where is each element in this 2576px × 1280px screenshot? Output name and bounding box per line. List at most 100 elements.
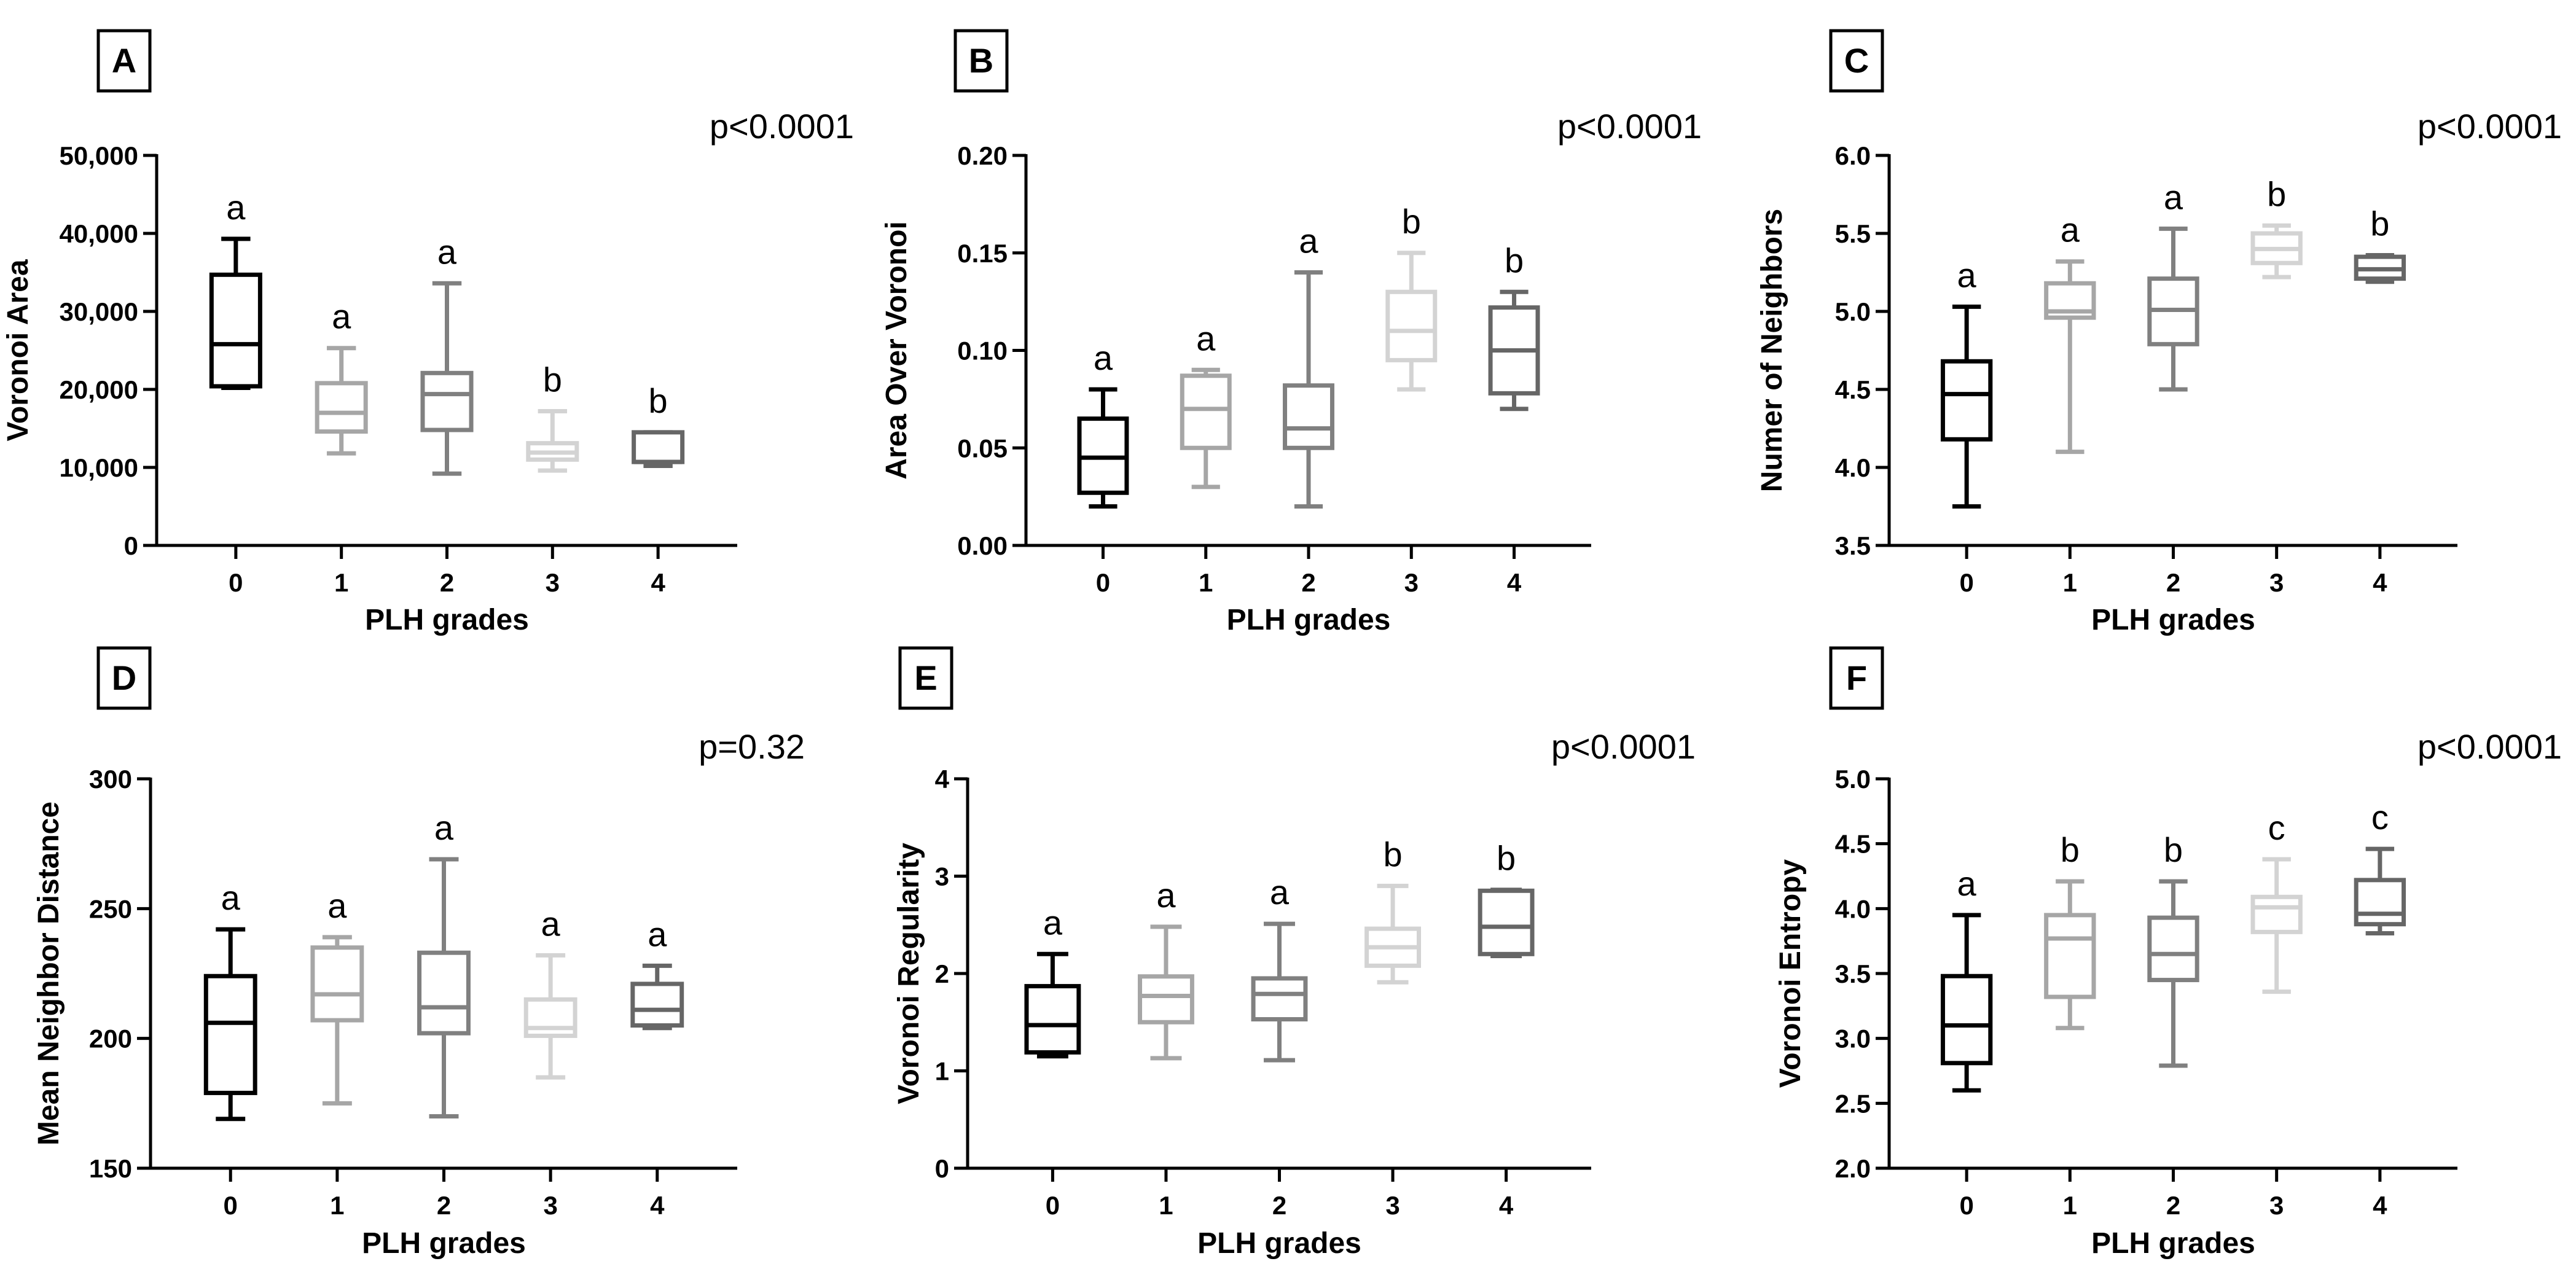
y-tick-label: 20,000 (60, 375, 138, 404)
significance-letter: b (649, 381, 668, 420)
iqr-box (1478, 888, 1535, 956)
x-axis-title: PLH grades (1197, 1227, 1361, 1260)
x-tick-label: 0 (229, 568, 243, 597)
significance-letter: a (437, 232, 457, 271)
box-grade-0: a (1024, 903, 1081, 1059)
significance-letter: a (2061, 211, 2080, 249)
box-grade-1: a (315, 297, 368, 456)
box-grade-1: a (2044, 211, 2096, 455)
iqr-box (1940, 359, 1993, 442)
significance-letter: c (2371, 798, 2389, 837)
y-tick-label: 250 (89, 894, 132, 923)
box-grade-4: b (632, 381, 685, 468)
x-tick-label: 2 (1272, 1191, 1286, 1220)
significance-letter: a (648, 915, 667, 953)
panel-b: Bp<0.0001 0.00 0.05 0.10 0.15 0.20 0 1 2 3 4 PLH gr… (880, 29, 1702, 636)
x-tick-label: 1 (334, 568, 348, 597)
x-tick-label: 3 (1385, 1191, 1400, 1220)
panel-label-box (1829, 646, 1884, 710)
box-grade-3: b (1364, 835, 1421, 985)
x-tick-label: 4 (650, 1191, 665, 1220)
y-tick-label: 0 (124, 531, 138, 560)
significance-letter: b (1383, 835, 1402, 873)
x-tick-label: 0 (1959, 568, 1973, 597)
x-tick-label: 2 (437, 1191, 451, 1220)
x-axis-title: PLH grades (362, 1227, 526, 1260)
panel-a: Ap<0.0001 0 10,000 20,000 30,000 40,000 50,000… (2, 29, 854, 636)
significance-letter: b (2061, 830, 2080, 869)
x-tick-label: 3 (2269, 568, 2284, 597)
box-grade-2: a (1251, 873, 1308, 1063)
y-tick-label: 6.0 (1835, 141, 1871, 170)
x-tick-label: 3 (546, 568, 560, 597)
iqr-box (2354, 878, 2406, 927)
y-axis-title: Voronoi Regularity (893, 843, 925, 1104)
significance-letter: a (1957, 864, 1977, 903)
significance-letter: b (1402, 202, 1421, 241)
y-tick-label: 0.20 (957, 141, 1008, 170)
y-tick-label: 2.0 (1835, 1154, 1871, 1183)
p-value: p<0.0001 (1557, 107, 1702, 146)
iqr-box (1180, 373, 1232, 450)
box-grade-0: a (1940, 864, 1993, 1093)
x-tick-label: 0 (224, 1191, 238, 1220)
y-tick-label: 150 (89, 1154, 132, 1183)
p-value: p<0.0001 (2417, 727, 2562, 766)
box-grade-0: a (1940, 256, 1993, 509)
box-grade-1: a (1138, 876, 1194, 1061)
panel-label: D (112, 658, 136, 697)
significance-letter: a (541, 904, 561, 943)
box-grade-3: b (2250, 174, 2303, 279)
y-tick-label: 30,000 (60, 297, 138, 326)
y-tick-label: 3.0 (1835, 1024, 1871, 1053)
y-axis-title: Voronoi Area (2, 259, 34, 441)
significance-letter: a (226, 188, 246, 227)
p-value: p=0.32 (699, 727, 805, 766)
box-grade-2: a (417, 808, 471, 1118)
significance-letter: a (221, 878, 241, 917)
significance-letter: a (327, 886, 347, 925)
y-tick-label: 0.10 (957, 337, 1008, 365)
y-axis-title: Mean Neighbor Distance (33, 802, 65, 1145)
box-grade-0: a (203, 878, 257, 1122)
y-tick-label: 0.15 (957, 239, 1008, 268)
significance-letter: a (1299, 222, 1318, 260)
iqr-box (310, 945, 364, 1023)
iqr-box (1940, 974, 1993, 1066)
x-tick-label: 1 (330, 1191, 344, 1220)
x-tick-label: 3 (2269, 1191, 2284, 1220)
panel-label-box (96, 646, 152, 710)
y-tick-label: 2.5 (1835, 1089, 1871, 1118)
y-tick-label: 4.5 (1835, 830, 1871, 859)
x-axis-title: PLH grades (2091, 1227, 2255, 1260)
x-tick-label: 2 (2166, 1191, 2180, 1220)
y-tick-label: 5.0 (1835, 765, 1871, 794)
significance-letter: a (1196, 319, 1216, 357)
box-grade-4: b (1478, 839, 1535, 958)
x-tick-label: 4 (1507, 568, 1522, 597)
significance-letter: a (1957, 256, 1977, 294)
y-tick-label: 4.0 (1835, 453, 1871, 482)
iqr-box (417, 950, 471, 1036)
x-tick-label: 1 (1159, 1191, 1173, 1220)
box-grade-0: a (1077, 338, 1129, 509)
significance-letter: b (2267, 174, 2286, 213)
y-tick-label: 5.0 (1835, 297, 1871, 326)
iqr-box (1024, 984, 1081, 1055)
significance-letter: a (2164, 178, 2183, 216)
box-grade-3: b (526, 361, 579, 473)
iqr-box (315, 381, 368, 434)
y-tick-label: 10,000 (60, 453, 138, 482)
box-grade-4: b (2354, 205, 2406, 284)
significance-letter: a (1094, 338, 1113, 377)
iqr-box (632, 430, 685, 464)
p-value: p<0.0001 (1551, 727, 1696, 766)
significance-letter: b (2370, 205, 2389, 243)
x-tick-label: 4 (651, 568, 665, 597)
significance-letter: b (1505, 241, 1524, 279)
y-tick-label: 300 (89, 765, 132, 794)
panel-label: C (1844, 41, 1869, 80)
panel-label: B (969, 41, 993, 80)
x-tick-label: 0 (1046, 1191, 1060, 1220)
x-tick-label: 0 (1959, 1191, 1973, 1220)
